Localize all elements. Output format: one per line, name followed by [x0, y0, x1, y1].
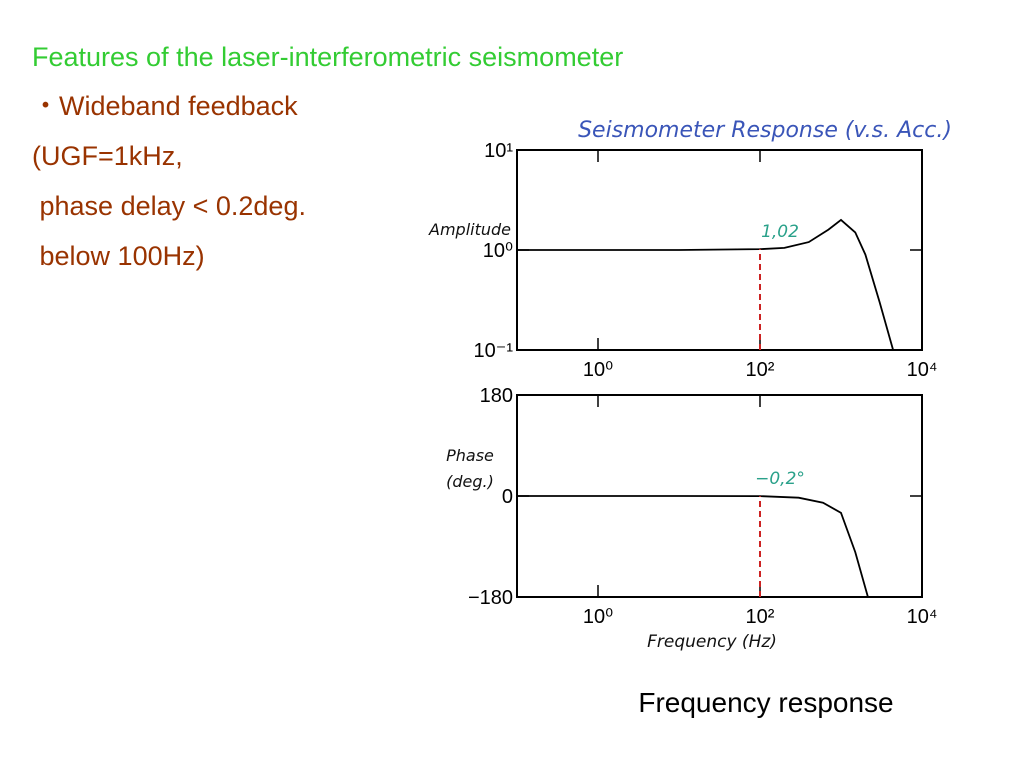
y-tick-label: 10⁰: [483, 240, 513, 262]
y-tick-label: 0: [502, 486, 513, 508]
slide-text: ・Wideband feedback: [32, 91, 298, 121]
annotation-text: −0,2°: [755, 469, 805, 489]
y-tick-label: 10¹: [484, 140, 513, 162]
y-tick-label: 10⁻¹: [474, 340, 514, 362]
y-tick-label: −180: [468, 587, 513, 609]
x-tick-label: 10⁴: [907, 606, 938, 628]
slide-text: (UGF=1kHz,: [32, 141, 183, 171]
y-axis-label: Amplitude: [428, 220, 511, 239]
y-axis-label: Phase: [446, 446, 494, 465]
y-tick-label: 180: [480, 385, 513, 407]
slide-text: below 100Hz): [32, 241, 205, 271]
x-axis-label: Frequency (Hz): [647, 632, 777, 652]
x-tick-label: 10²: [746, 359, 775, 381]
x-tick-label: 10⁰: [583, 606, 613, 628]
x-tick-label: 10⁰: [583, 359, 613, 381]
x-tick-label: 10²: [746, 606, 775, 628]
caption: Frequency response: [638, 687, 893, 718]
y-axis-label: (deg.): [446, 472, 494, 491]
chart-title: Seismometer Response (v.s. Acc.): [578, 118, 952, 143]
annotation-text: 1,02: [761, 222, 799, 242]
slide-text: phase delay < 0.2deg.: [32, 191, 306, 221]
x-tick-label: 10⁴: [907, 359, 938, 381]
response-curve: [517, 495, 869, 598]
response-curve: [517, 218, 894, 351]
slide-title: Features of the laser-interferometric se…: [32, 42, 623, 72]
